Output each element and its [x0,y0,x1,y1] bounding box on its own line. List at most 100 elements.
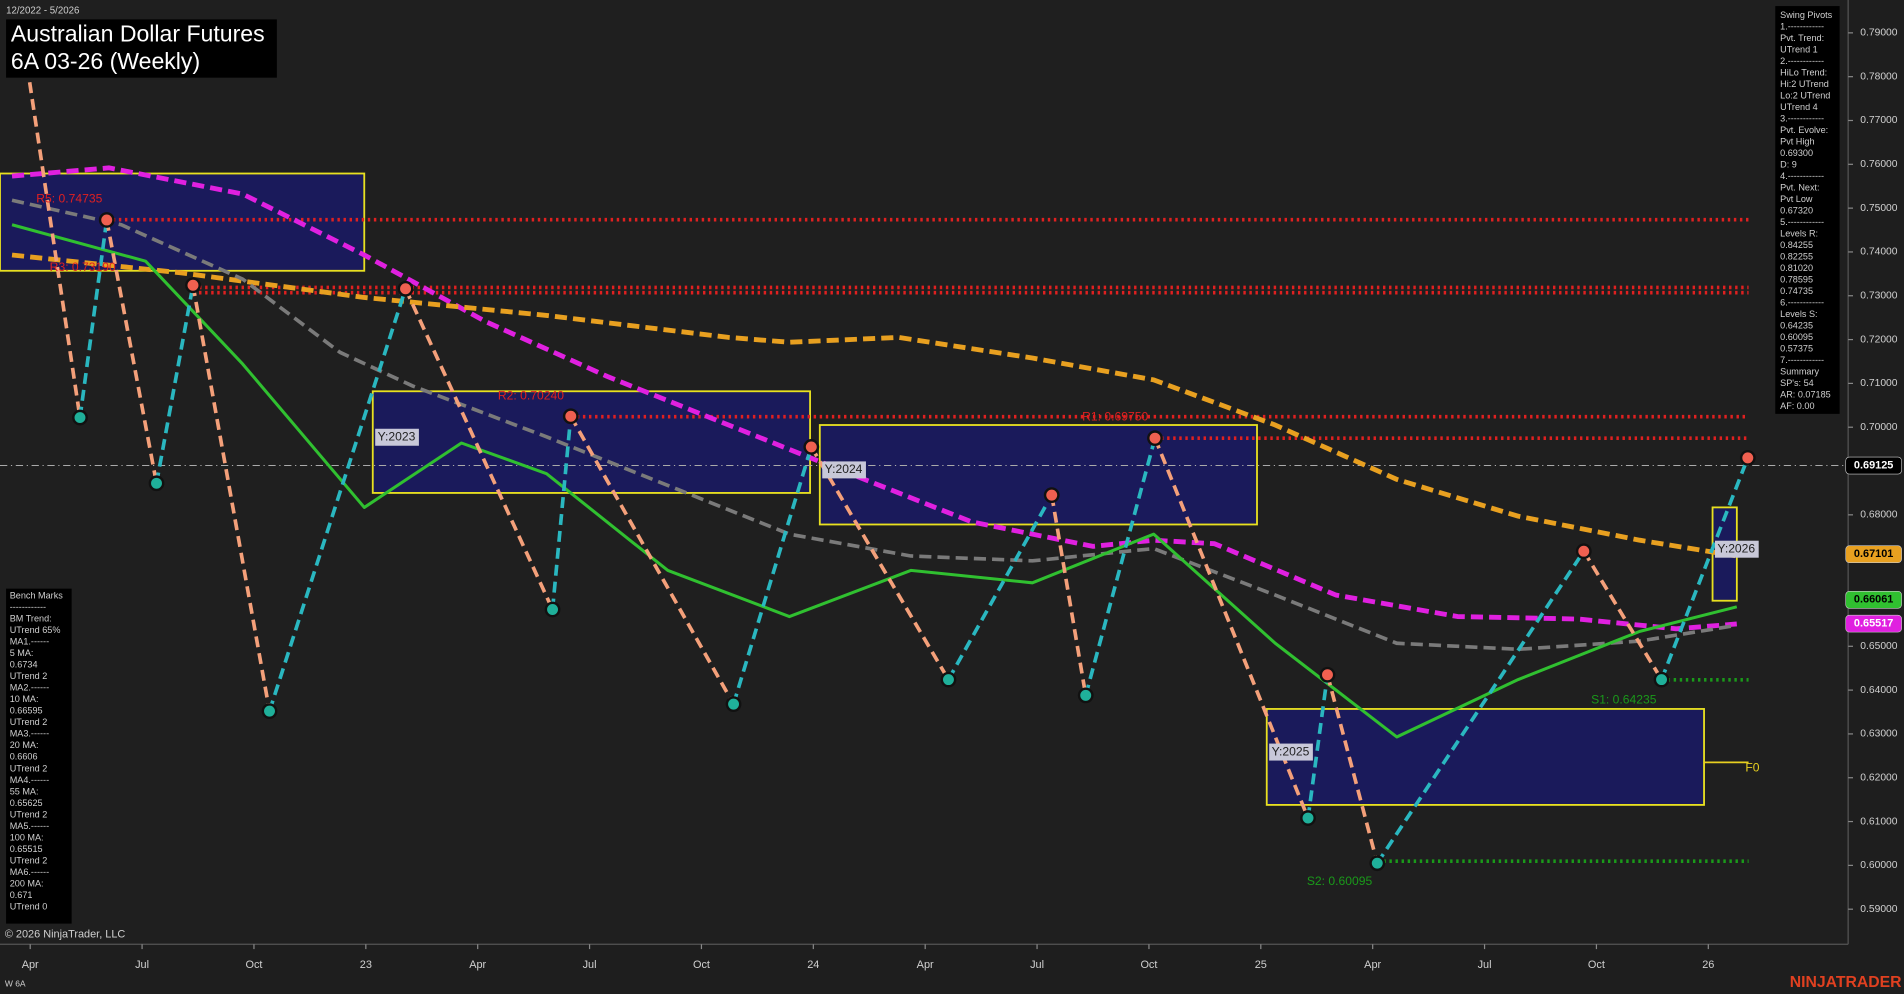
bench-marks-line: 5 MA: [10,648,34,658]
swing-pivots-line: Summary [1780,366,1819,376]
zone-label-bg [375,428,419,446]
zigzag-segment [731,446,814,705]
zone-label: Y:2023 [378,429,416,443]
price-label-bg [1845,456,1902,475]
bench-marks-line: 0.65515 [10,844,43,854]
swing-pivots-line: 3.------------ [1780,114,1824,124]
bench-marks-line: ------------ [10,602,46,612]
x-tick-label: 24 [807,959,819,971]
bench-marks-line: MA5.------ [10,821,49,831]
zigzag-segment [1582,550,1664,681]
y-tick-label: 0.60000 [1860,860,1898,871]
x-tick-label: Apr [469,959,486,971]
bench-marks-line: 55 MA: [10,786,39,796]
bench-marks-line: MA6.------ [10,867,49,877]
zigzag-segment [1083,437,1157,696]
pivot-low [1077,687,1094,704]
swing-pivots-line: UTrend 4 [1780,102,1818,112]
y-tick-label: 0.73000 [1860,290,1898,301]
swing-pivots-line: 0.74735 [1780,286,1813,296]
swing-pivots-line: 0.69300 [1780,148,1813,158]
bench-marks-line: 200 MA: [10,879,44,889]
zigzag-segment [267,288,408,712]
bench-marks-line: MA2.------ [10,683,49,693]
swing-pivots-line: 2.------------ [1780,56,1824,66]
swing-pivots-line: AR: 0.07185 [1780,389,1831,399]
zigzag-segment [104,219,159,484]
symbol-label: W 6A [5,979,26,989]
moving-average [11,223,1738,739]
bench-marks-line: MA3.------ [10,729,49,739]
bench-marks-line: UTrend 2 [10,717,48,727]
swing-pivots-line: SP's: 54 [1780,378,1814,388]
bench-marks-line: 0.6734 [10,660,38,670]
x-tick-label: Apr [22,959,39,971]
price-label-bg [1845,614,1902,633]
title-box [6,19,277,78]
level-label: R3: 0.73190 [50,260,116,274]
bench-marks-line: 0.6606 [10,752,38,762]
y-tick-label: 0.76000 [1860,159,1898,170]
y-tick-label: 0.62000 [1860,772,1898,783]
pivot-high [1739,449,1756,466]
zigzag-segment [1306,674,1330,819]
bench-marks-line: UTrend 2 [10,763,48,773]
zigzag-segment [191,284,272,712]
swing-pivots-line: Pvt. Trend: [1780,33,1824,43]
bench-marks-line: Bench Marks [10,590,64,600]
copyright: © 2026 NinjaTrader, LLC [5,928,126,940]
x-tick-label: Apr [1364,959,1381,971]
swing-pivots-line: Levels R: [1780,229,1818,239]
swing-pivots-line: D: 9 [1780,160,1797,170]
y-tick-label: 0.71000 [1860,378,1898,389]
y-tick-label: 0.64000 [1860,685,1898,696]
y-tick-label: 0.72000 [1860,334,1898,345]
bench-marks-line: MA1.------ [10,636,49,646]
price-label-bg [1845,591,1902,609]
bench-marks-line: UTrend 2 [10,809,48,819]
pivot-low [544,601,561,618]
x-tick-label: Oct [1140,959,1157,971]
pivot-high [98,212,115,228]
chart-subtitle: 6A 03-26 (Weekly) [11,48,200,74]
bench-marks-line: 20 MA: [10,740,39,750]
swing-pivots-line: 0.57375 [1780,343,1813,353]
swing-pivots-line: 7.------------ [1780,355,1824,365]
swing-pivots-line: AF: 0.00 [1780,401,1814,411]
bench-marks-line: 0.66595 [10,706,43,716]
y-tick-label: 0.68000 [1860,510,1898,521]
pivot-low [1369,855,1386,872]
x-tick-label: Apr [917,959,934,971]
swing-pivots-line: 1.------------ [1780,22,1824,32]
swing-pivots-line: 6.------------ [1780,298,1824,308]
swing-pivots-line: Hi:2 UTrend [1780,79,1829,89]
level-label: F0 [1745,761,1759,775]
pivot-high [397,280,414,297]
y-tick-label: 0.70000 [1860,422,1898,433]
bench-marks-line: MA4.------ [10,775,49,785]
zigzag-segment [550,416,573,610]
zone-label-bg [1269,743,1313,761]
pivot-high [1319,666,1336,683]
date-range: 12/2022 - 5/2026 [6,5,79,16]
x-tick-label: 25 [1255,959,1267,971]
swing-pivots-panel [1775,6,1840,414]
level-label: R2: 0.70240 [498,388,564,402]
pivot-low [1300,810,1316,826]
swing-pivots-line: Levels S: [1780,309,1817,319]
pivot-low [148,475,165,492]
overlay-layer: 12/2022 - 5/2026 Australian Dollar Futur… [5,5,1902,991]
swing-pivots-line: 0.78595 [1780,275,1813,285]
price-label: 0.65517 [1854,618,1893,630]
zigzag-segment [1659,457,1750,681]
zone-label: Y:2025 [1272,744,1310,758]
level-label: S2: 0.60095 [1307,874,1373,888]
pivot-high [1043,487,1060,504]
zone-label-bg [822,461,866,479]
zigzag-segment [946,494,1054,681]
pivot-low [940,671,957,688]
bench-marks-line: 10 MA: [10,694,39,704]
x-tick-label: 23 [360,959,372,971]
x-tick-label: Jul [583,959,597,971]
